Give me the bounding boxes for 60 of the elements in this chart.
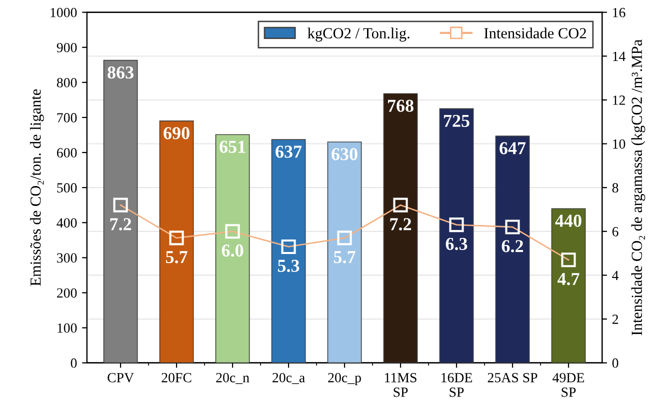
- bar: [103, 60, 138, 363]
- legend-label: Intensidade CO2: [484, 28, 586, 38]
- data-label: 637: [276, 146, 302, 158]
- y-tick-label: 200: [57, 288, 77, 298]
- y-tick-label: 900: [56, 42, 77, 52]
- data-label: 4.7: [557, 273, 580, 286]
- y2-axis-title: Intensidade CO₂ de argamassa (kgCO2 /m³.MPa: [631, 40, 646, 336]
- bar: [271, 139, 306, 363]
- y2-tick-label: 16: [613, 8, 626, 18]
- data-label: 647: [500, 142, 526, 154]
- data-label: 863: [108, 66, 134, 79]
- y2-tick-label: 14: [613, 52, 626, 61]
- y-axis-title: Emissões de CO₂/ton. de ligante: [30, 89, 44, 286]
- bar: [495, 136, 530, 363]
- y-tick-label: 1000: [50, 8, 77, 18]
- y2-tick-label: 0: [612, 358, 618, 368]
- y-tick-label: 600: [57, 148, 77, 158]
- data-label: 690: [164, 127, 190, 140]
- data-label: 440: [555, 214, 582, 227]
- x-tick-label: 16DE SP: [442, 373, 472, 397]
- data-label: 5.7: [166, 251, 188, 264]
- y2-tick-label: 4: [612, 270, 619, 280]
- bar: [439, 108, 474, 363]
- y2-tick-label: 12: [613, 96, 625, 105]
- bar: [159, 120, 194, 363]
- bar: [327, 142, 362, 363]
- x-tick-label: 49DE SP: [552, 373, 584, 397]
- y-tick-label: 800: [56, 78, 77, 88]
- x-tick-label: 20FC: [162, 372, 192, 382]
- x-tick-label: 20c_n: [216, 372, 250, 384]
- x-tick-label: 25AS SP: [488, 373, 538, 382]
- bar: [383, 93, 418, 363]
- data-label: 6.2: [502, 240, 524, 252]
- data-label: 630: [332, 148, 358, 160]
- data-label: 651: [220, 140, 246, 153]
- legend-label: kgCO2 / Ton.lig.: [308, 28, 410, 42]
- y2-tick-label: 10: [613, 139, 626, 149]
- data-label: 768: [388, 100, 414, 112]
- y-tick-label: 0: [70, 358, 77, 368]
- bar: [215, 134, 250, 363]
- x-tick-label: 20c_p: [328, 372, 361, 386]
- y-tick-label: 100: [58, 323, 77, 333]
- bar: [551, 208, 586, 363]
- y-tick-label: 700: [57, 113, 77, 122]
- x-tick-label: CPV: [108, 373, 134, 382]
- data-label: 7.2: [110, 218, 132, 230]
- y2-tick-label: 2: [612, 314, 618, 324]
- data-label: 7.2: [390, 218, 412, 230]
- data-label: 725: [444, 114, 470, 127]
- x-tick-label: 11MS SP: [385, 373, 416, 397]
- y-tick-label: 400: [56, 218, 77, 228]
- y-tick-label: 300: [57, 253, 77, 263]
- y2-tick-label: 6: [612, 227, 618, 236]
- y-tick-label: 500: [57, 183, 77, 193]
- x-tick-label: 20c_a: [272, 372, 305, 384]
- y2-tick-label: 8: [612, 183, 618, 193]
- data-label: 5.7: [334, 251, 356, 264]
- data-label: 5.3: [278, 260, 300, 272]
- data-label: 6.3: [446, 238, 468, 250]
- data-label: 6.0: [222, 244, 244, 257]
